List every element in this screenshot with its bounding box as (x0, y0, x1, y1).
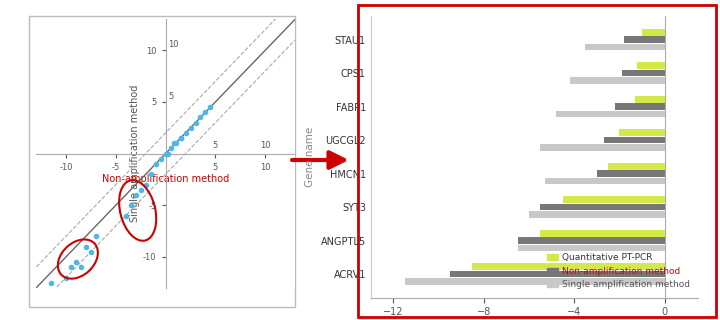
Bar (570, 77, 665, 84)
Point (80, 244, 91, 249)
Point (130, 192, 141, 197)
Bar (518, 244, 665, 251)
Bar (608, 163, 665, 170)
Point (140, 182, 151, 187)
Point (75, 265, 86, 270)
Bar (563, 196, 665, 203)
Text: 10: 10 (168, 40, 179, 49)
Bar (635, 96, 665, 102)
Point (45, 280, 57, 285)
Point (60, 275, 72, 280)
Bar (624, 36, 665, 43)
Point (135, 187, 146, 192)
Text: 5: 5 (168, 92, 174, 101)
Bar (540, 204, 665, 211)
Y-axis label: Single amplification method: Single amplification method (130, 85, 140, 222)
X-axis label: Non-amplification method: Non-amplification method (102, 174, 229, 184)
Bar (540, 144, 665, 151)
Bar (472, 263, 665, 270)
Bar (642, 29, 665, 36)
Bar (540, 230, 665, 236)
Point (175, 136, 186, 141)
Text: 5: 5 (213, 141, 218, 150)
Point (165, 146, 176, 151)
Text: 10: 10 (260, 141, 271, 150)
Bar (619, 129, 665, 136)
Point (155, 156, 166, 161)
Point (145, 172, 156, 177)
Point (185, 125, 197, 130)
Point (70, 260, 81, 265)
Point (168, 141, 179, 146)
Point (150, 161, 161, 166)
Point (125, 203, 137, 208)
Bar (585, 44, 665, 50)
Bar (615, 103, 665, 110)
Bar (603, 137, 665, 143)
Bar (556, 110, 665, 117)
Point (199, 110, 211, 115)
Bar (597, 170, 665, 177)
Bar (529, 211, 665, 218)
Point (190, 120, 202, 125)
Point (85, 249, 96, 254)
Point (180, 130, 192, 135)
Bar (637, 62, 665, 69)
Point (120, 213, 132, 218)
Point (170, 141, 181, 146)
Y-axis label: Gene name: Gene name (305, 127, 315, 187)
Bar (621, 70, 665, 76)
Point (204, 105, 216, 110)
Point (162, 151, 174, 156)
Point (65, 265, 76, 270)
Bar (545, 178, 665, 184)
Legend: Quantitative PT-PCR, Non-amplification method, Single amplification method: Quantitative PT-PCR, Non-amplification m… (544, 250, 694, 293)
Point (90, 234, 102, 239)
Point (175, 136, 186, 141)
Bar (405, 278, 665, 285)
Point (194, 115, 206, 120)
Point (160, 151, 171, 156)
Bar (518, 237, 665, 244)
Bar (450, 271, 665, 277)
